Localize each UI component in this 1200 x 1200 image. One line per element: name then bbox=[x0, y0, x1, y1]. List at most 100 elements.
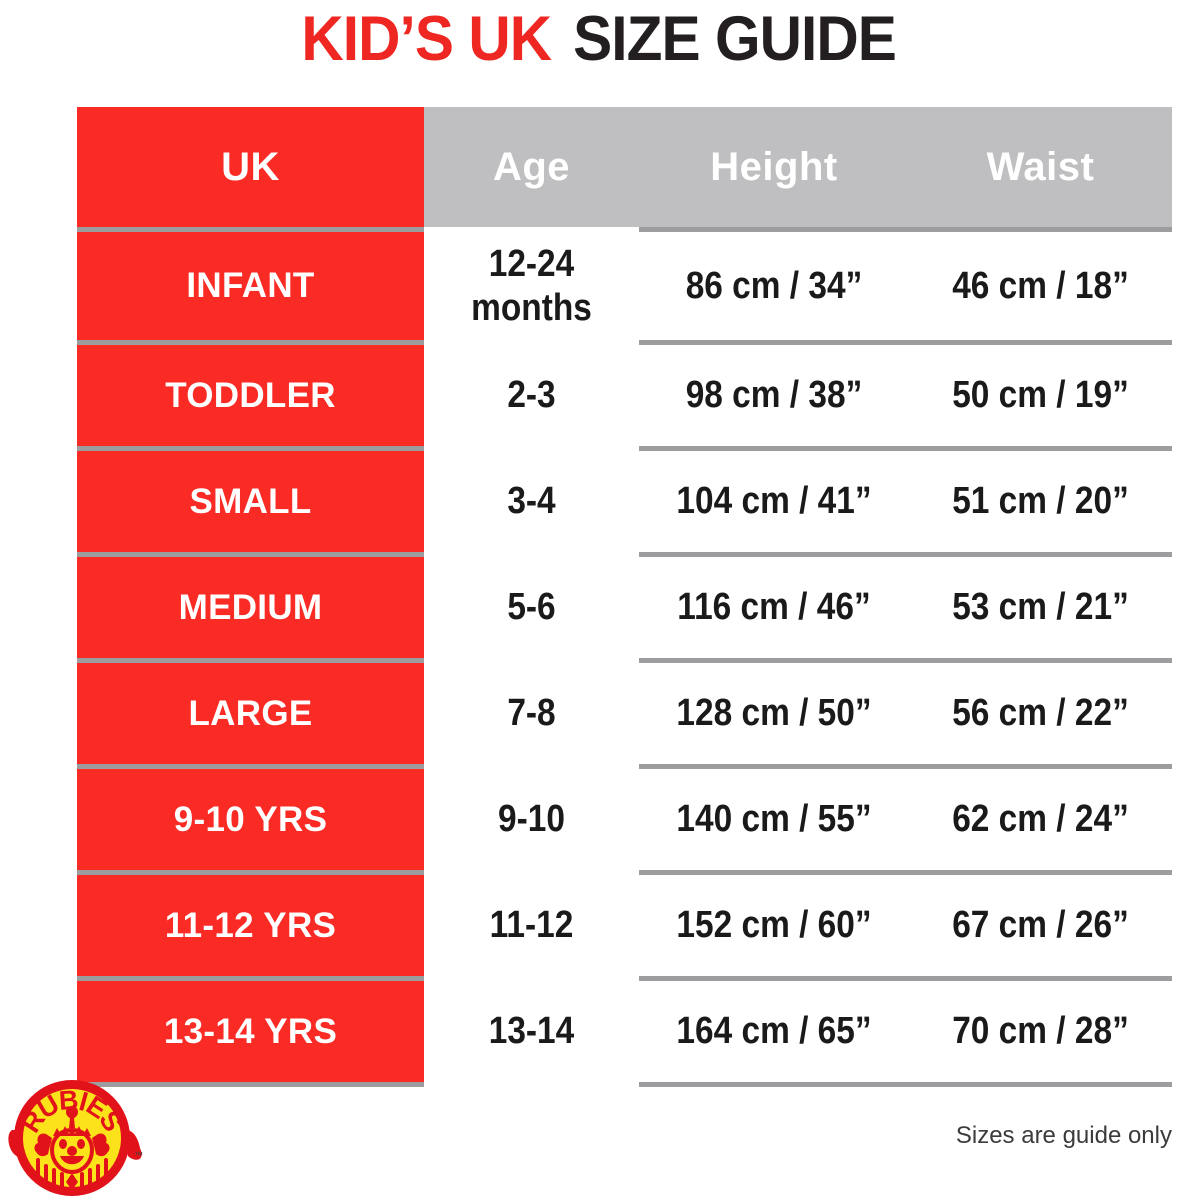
trademark-symbol: ™ bbox=[134, 1150, 143, 1160]
row-divider bbox=[77, 870, 1172, 875]
rubies-logo-icon: RUBIES bbox=[8, 1080, 142, 1196]
cell-height: 128 cm / 50” bbox=[655, 663, 893, 764]
divider-segment bbox=[909, 658, 1172, 663]
divider-segment bbox=[909, 446, 1172, 451]
divider-segment bbox=[909, 976, 1172, 981]
divider-gap bbox=[424, 552, 639, 557]
divider-segment bbox=[909, 340, 1172, 345]
divider-segment bbox=[639, 340, 909, 345]
divider-segment bbox=[639, 552, 909, 557]
divider-segment bbox=[639, 446, 909, 451]
cell-uk: 13-14 YRS bbox=[77, 981, 424, 1082]
page-title-dark: SIZE GUIDE bbox=[572, 4, 897, 74]
cell-height: 140 cm / 55” bbox=[655, 769, 893, 870]
cell-height: 116 cm / 46” bbox=[655, 557, 893, 658]
cell-waist: 67 cm / 26” bbox=[924, 875, 1157, 976]
divider-segment bbox=[909, 764, 1172, 769]
page-title: KID’S UK SIZE GUIDE bbox=[0, 2, 1200, 76]
table-row: 9-10 YRS 9-10 140 cm / 55” 62 cm / 24” bbox=[77, 769, 1172, 870]
row-divider bbox=[77, 976, 1172, 981]
row-divider bbox=[77, 1082, 1172, 1087]
column-header-height: Height bbox=[639, 107, 909, 227]
divider-segment bbox=[639, 658, 909, 663]
cell-age: 7-8 bbox=[436, 663, 627, 764]
cell-height: 86 cm / 34” bbox=[655, 232, 893, 340]
cell-age: 12-24 months bbox=[436, 232, 627, 340]
table-header-row: UK Age Height Waist bbox=[77, 107, 1172, 227]
row-divider bbox=[77, 552, 1172, 557]
cell-waist: 56 cm / 22” bbox=[924, 663, 1157, 764]
divider-gap bbox=[424, 870, 639, 875]
column-header-uk: UK bbox=[77, 107, 424, 227]
divider-segment bbox=[639, 764, 909, 769]
divider-segment bbox=[909, 870, 1172, 875]
table-row: MEDIUM 5-6 116 cm / 46” 53 cm / 21” bbox=[77, 557, 1172, 658]
row-divider bbox=[77, 764, 1172, 769]
divider-segment bbox=[909, 1082, 1172, 1087]
row-divider bbox=[77, 340, 1172, 345]
divider-gap bbox=[424, 227, 639, 232]
divider-segment bbox=[77, 340, 424, 345]
cell-age-line2: months bbox=[471, 287, 592, 329]
cell-waist: 46 cm / 18” bbox=[924, 232, 1157, 340]
table-row: 13-14 YRS 13-14 164 cm / 65” 70 cm / 28” bbox=[77, 981, 1172, 1082]
cell-height: 152 cm / 60” bbox=[655, 875, 893, 976]
divider-segment bbox=[77, 446, 424, 451]
cell-uk: INFANT bbox=[77, 232, 424, 340]
cell-waist: 70 cm / 28” bbox=[924, 981, 1157, 1082]
divider-segment bbox=[639, 976, 909, 981]
rubies-logo: RUBIES ™ bbox=[6, 1078, 146, 1200]
cell-uk: TODDLER bbox=[77, 345, 424, 446]
divider-gap bbox=[424, 340, 639, 345]
cell-uk: SMALL bbox=[77, 451, 424, 552]
divider-segment bbox=[77, 227, 424, 232]
divider-gap bbox=[424, 976, 639, 981]
cell-age: 3-4 bbox=[436, 451, 627, 552]
table-row: LARGE 7-8 128 cm / 50” 56 cm / 22” bbox=[77, 663, 1172, 764]
divider-segment bbox=[639, 227, 909, 232]
cell-uk: MEDIUM bbox=[77, 557, 424, 658]
cell-waist: 50 cm / 19” bbox=[924, 345, 1157, 446]
cell-waist: 51 cm / 20” bbox=[924, 451, 1157, 552]
divider-segment bbox=[77, 658, 424, 663]
cell-uk: 9-10 YRS bbox=[77, 769, 424, 870]
divider-gap bbox=[424, 446, 639, 451]
divider-segment bbox=[639, 870, 909, 875]
cell-uk: 11-12 YRS bbox=[77, 875, 424, 976]
divider-segment bbox=[77, 552, 424, 557]
cell-age: 13-14 bbox=[436, 981, 627, 1082]
column-header-age: Age bbox=[424, 107, 639, 227]
divider-gap bbox=[424, 658, 639, 663]
table-row: SMALL 3-4 104 cm / 41” 51 cm / 20” bbox=[77, 451, 1172, 552]
cell-waist: 62 cm / 24” bbox=[924, 769, 1157, 870]
size-guide-table: UK Age Height Waist INFANT 12-24 months 8… bbox=[77, 107, 1172, 1087]
cell-height: 98 cm / 38” bbox=[655, 345, 893, 446]
cell-height: 164 cm / 65” bbox=[655, 981, 893, 1082]
footer-disclaimer: Sizes are guide only bbox=[955, 1122, 1172, 1149]
page-title-red: KID’S UK bbox=[301, 4, 553, 74]
cell-age: 9-10 bbox=[436, 769, 627, 870]
table-row: 11-12 YRS 11-12 152 cm / 60” 67 cm / 26” bbox=[77, 875, 1172, 976]
column-header-waist: Waist bbox=[909, 107, 1172, 227]
divider-segment bbox=[77, 764, 424, 769]
row-divider bbox=[77, 227, 1172, 232]
cell-height: 104 cm / 41” bbox=[655, 451, 893, 552]
table-row: INFANT 12-24 months 86 cm / 34” 46 cm / 1… bbox=[77, 232, 1172, 340]
divider-segment bbox=[639, 1082, 909, 1087]
divider-gap bbox=[424, 764, 639, 769]
table-row: TODDLER 2-3 98 cm / 38” 50 cm / 19” bbox=[77, 345, 1172, 446]
cell-age: 2-3 bbox=[436, 345, 627, 446]
divider-segment bbox=[909, 227, 1172, 232]
divider-segment bbox=[77, 870, 424, 875]
divider-segment bbox=[909, 552, 1172, 557]
row-divider bbox=[77, 658, 1172, 663]
divider-gap bbox=[424, 1082, 639, 1087]
cell-waist: 53 cm / 21” bbox=[924, 557, 1157, 658]
cell-age: 5-6 bbox=[436, 557, 627, 658]
cell-age-line1: 12-24 bbox=[488, 243, 575, 285]
divider-segment bbox=[77, 976, 424, 981]
cell-uk: LARGE bbox=[77, 663, 424, 764]
row-divider bbox=[77, 446, 1172, 451]
cell-age: 11-12 bbox=[436, 875, 627, 976]
divider-segment bbox=[77, 1082, 424, 1087]
